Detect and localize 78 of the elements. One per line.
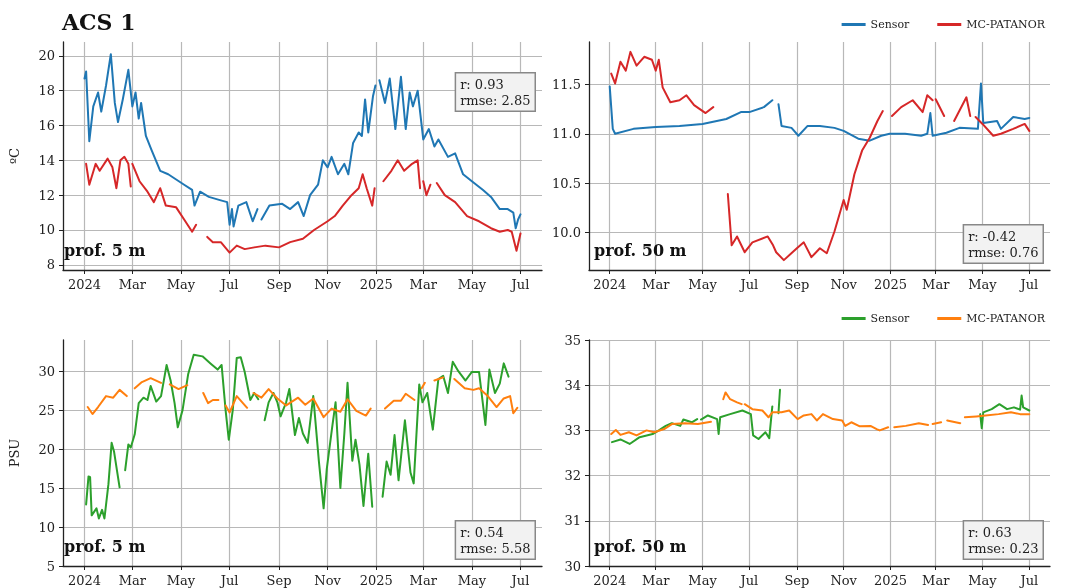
y-tick-label: 18 — [38, 83, 55, 99]
x-tick-label: Nov — [314, 573, 342, 588]
chart-title: ACS 1 — [61, 9, 136, 35]
x-tick-label: Sep — [784, 277, 810, 292]
annotation: prof. 5 m — [64, 240, 146, 260]
x-tick-label: May — [688, 277, 718, 292]
y-tick-label: 10 — [38, 222, 55, 238]
x-tick-label: 2024 — [593, 573, 627, 588]
x-tick-label: 2024 — [593, 277, 627, 292]
x-tick-label: May — [166, 277, 196, 292]
x-tick-label: Jul — [1018, 277, 1039, 292]
x-tick-label: Jul — [218, 573, 239, 588]
x-tick-label: Nov — [830, 573, 858, 588]
y-axis-title: PSU — [7, 438, 22, 468]
y-tick-label: 30 — [564, 558, 581, 574]
y-tick-label: 10 — [38, 519, 55, 535]
x-tick-label: 2024 — [67, 277, 102, 292]
x-tick-label: 2025 — [359, 573, 393, 588]
x-tick-label: Mar — [118, 573, 147, 588]
x-tick-label: Mar — [118, 277, 147, 292]
y-tick-label: 20 — [38, 441, 55, 457]
y-tick-label: 11.5 — [552, 76, 581, 92]
legend-label: MC-PATANOR — [966, 18, 1046, 31]
x-tick-label: Mar — [409, 277, 438, 292]
legend-label: Sensor — [870, 18, 911, 31]
x-tick-label: 2025 — [359, 277, 393, 292]
annotation: r: 0.93 rmse: 2.85 — [460, 77, 531, 108]
y-tick-label: 10.5 — [552, 175, 581, 191]
x-tick-label: May — [968, 573, 998, 588]
x-tick-label: Mar — [409, 573, 438, 588]
annotation: r: 0.54 rmse: 5.58 — [460, 525, 531, 556]
annotation: prof. 50 m — [594, 536, 687, 556]
y-tick-label: 11.0 — [552, 126, 581, 142]
y-tick-label: 34 — [564, 377, 581, 393]
y-tick-label: 35 — [564, 332, 581, 348]
x-tick-label: Jul — [218, 277, 239, 292]
y-tick-label: 16 — [38, 118, 55, 134]
annotation: r: 0.63 rmse: 0.23 — [968, 525, 1039, 556]
x-tick-label: Jul — [1018, 573, 1039, 588]
legend-label: Sensor — [870, 312, 911, 325]
x-tick-label: 2024 — [67, 573, 102, 588]
x-tick-label: Jul — [738, 573, 759, 588]
x-tick-label: Jul — [738, 277, 759, 292]
x-tick-label: Nov — [314, 277, 342, 292]
x-tick-label: Mar — [642, 277, 671, 292]
y-tick-label: 14 — [38, 152, 55, 168]
y-tick-label: 32 — [564, 468, 581, 484]
y-tick-label: 33 — [564, 422, 581, 438]
x-tick-label: Sep — [784, 573, 810, 588]
y-tick-label: 8 — [46, 257, 55, 273]
x-tick-label: Sep — [266, 277, 292, 292]
x-tick-label: Mar — [642, 573, 671, 588]
annotation: prof. 5 m — [64, 536, 146, 556]
y-tick-label: 30 — [38, 363, 55, 379]
annotation: prof. 50 m — [594, 240, 687, 260]
y-tick-label: 5 — [46, 558, 55, 574]
x-tick-label: Jul — [509, 573, 530, 588]
x-tick-label: May — [968, 277, 998, 292]
x-tick-label: Mar — [922, 277, 951, 292]
x-tick-label: 2025 — [873, 573, 907, 588]
y-tick-label: 10.0 — [552, 224, 581, 240]
y-tick-label: 25 — [38, 402, 55, 418]
x-tick-label: May — [457, 277, 487, 292]
y-tick-label: 12 — [38, 187, 55, 203]
legend-label: MC-PATANOR — [966, 312, 1046, 325]
x-tick-label: May — [688, 573, 718, 588]
y-tick-label: 31 — [564, 513, 581, 529]
y-axis-title: ºC — [7, 147, 22, 165]
y-tick-label: 15 — [38, 480, 55, 496]
x-tick-label: Mar — [922, 573, 951, 588]
annotation: r: -0.42 rmse: 0.76 — [968, 229, 1039, 260]
x-tick-label: Sep — [266, 573, 292, 588]
x-tick-label: Nov — [830, 277, 858, 292]
x-tick-label: May — [457, 573, 487, 588]
x-tick-label: Jul — [509, 277, 530, 292]
x-tick-label: 2025 — [873, 277, 907, 292]
x-tick-label: May — [166, 573, 196, 588]
y-tick-label: 20 — [38, 48, 55, 64]
